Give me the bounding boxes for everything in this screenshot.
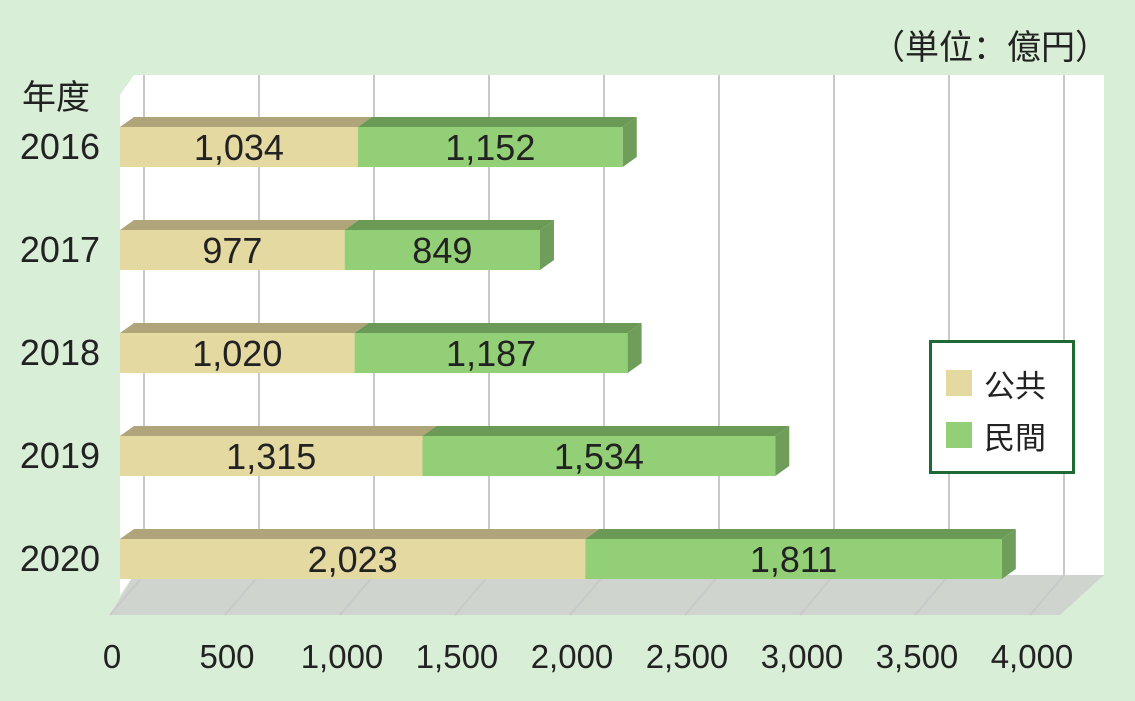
- x-tick-label: 0: [103, 638, 121, 675]
- bar-public: [120, 230, 345, 270]
- bar-private: [422, 436, 776, 476]
- data-labels: 1,034 1,152 977 849 1,020 1,187 1,315 1,534 2,02…: [192, 127, 837, 580]
- legend-label-public: 公共: [984, 368, 1046, 405]
- category-labels: 2016 2017 2018 2019 2020: [20, 126, 100, 579]
- x-tick-label: 3,500: [876, 638, 959, 675]
- data-label: 1,534: [554, 436, 644, 477]
- data-label: 1,034: [194, 127, 284, 168]
- x-tick-label: 4,000: [991, 638, 1074, 675]
- bar-public: [120, 333, 355, 373]
- x-tick-label: 3,000: [761, 638, 844, 675]
- bar-private: [344, 230, 540, 270]
- bars: [120, 117, 1016, 579]
- bar-public-top: [120, 426, 437, 436]
- bar-public-top: [120, 323, 369, 333]
- category-label: 2018: [20, 332, 100, 373]
- bar-private-top: [357, 117, 637, 127]
- bar-end-side: [622, 117, 637, 167]
- bar-private: [357, 127, 623, 167]
- bar-public: [120, 127, 358, 167]
- bar-private-top: [354, 323, 642, 333]
- bar-public-top: [120, 117, 372, 127]
- bar-private-top: [585, 529, 1016, 539]
- bar-public: [120, 539, 586, 579]
- data-label: 1,152: [445, 127, 535, 168]
- unit-label: （単位：億円）: [871, 28, 1109, 68]
- legend-label-private: 民間: [984, 420, 1046, 457]
- category-label: 2020: [20, 538, 100, 579]
- category-label: 2017: [20, 229, 100, 270]
- bar-public-top: [120, 220, 359, 230]
- x-tick-label: 1,000: [301, 638, 384, 675]
- data-label: 1,811: [750, 539, 837, 580]
- bar-end-side: [1001, 529, 1016, 579]
- x-tick-label: 500: [199, 638, 254, 675]
- bar-private-top: [344, 220, 554, 230]
- legend-swatch-public: [946, 370, 972, 396]
- data-label: 977: [202, 230, 262, 271]
- bar-private-top: [422, 426, 790, 436]
- x-tick-label: 1,500: [416, 638, 499, 675]
- bar-private: [585, 539, 1002, 579]
- data-label: 2,023: [308, 539, 398, 580]
- x-tick-labels: 0 500 1,000 1,500 2,000 2,500 3,000 3,500 4,000: [103, 638, 1073, 675]
- bar-end-side: [775, 426, 790, 476]
- grid-line: [1029, 75, 1065, 616]
- category-label: 2019: [20, 435, 100, 476]
- bar-public: [120, 436, 423, 476]
- x-tick-label: 2,000: [531, 638, 614, 675]
- year-axis-header: 年度: [22, 78, 90, 118]
- data-label: 1,187: [446, 333, 536, 374]
- bar-end-side: [539, 220, 554, 270]
- data-label: 849: [412, 230, 472, 271]
- category-label: 2016: [20, 126, 100, 167]
- legend-swatch-private: [946, 422, 972, 448]
- legend: 公共 民間: [929, 340, 1075, 474]
- legend-item-public: 公共: [946, 363, 1046, 405]
- x-tick-label: 2,500: [646, 638, 729, 675]
- bar-public-top: [120, 529, 600, 539]
- plot-floor: [110, 575, 1104, 615]
- legend-item-private: 民間: [946, 415, 1046, 457]
- data-label: 1,315: [226, 436, 316, 477]
- bar-end-side: [627, 323, 642, 373]
- bar-private: [354, 333, 628, 373]
- data-label: 1,020: [192, 333, 282, 374]
